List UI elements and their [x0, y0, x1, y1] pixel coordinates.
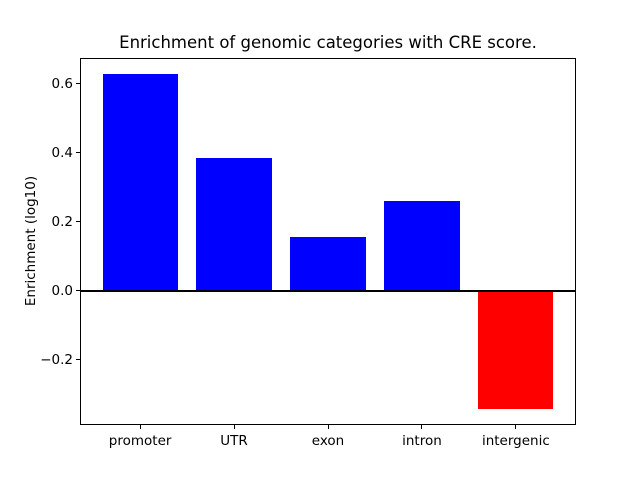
x-tick-label-exon: exon — [311, 433, 345, 449]
x-tick-label-UTR: UTR — [220, 433, 248, 449]
x-tick-label-promoter: promoter — [108, 433, 172, 449]
x-tick-mark — [233, 425, 235, 429]
x-tick-mark — [515, 425, 517, 429]
plot-area — [80, 58, 576, 425]
y-tick-mark — [76, 290, 80, 292]
x-tick-label-intergenic: intergenic — [481, 433, 550, 449]
bar-intergenic — [478, 290, 554, 410]
y-tick-mark — [76, 83, 80, 85]
x-tick-mark — [139, 425, 141, 429]
bar-exon — [290, 236, 366, 291]
y-tick-mark — [76, 359, 80, 361]
y-axis-label: Enrichment (log10) — [23, 175, 39, 307]
x-tick-mark — [421, 425, 423, 429]
chart-title: Enrichment of genomic categories with CR… — [119, 33, 537, 52]
y-tick-label: −0.2 — [40, 351, 73, 368]
bar-intron — [384, 200, 460, 291]
y-tick-label: 0.2 — [51, 213, 73, 230]
y-tick-mark — [76, 221, 80, 223]
x-tick-mark — [327, 425, 329, 429]
bar-promoter — [102, 73, 178, 291]
bar-UTR — [196, 157, 272, 291]
y-tick-label: 0.4 — [51, 144, 73, 161]
y-tick-label: 0.6 — [51, 75, 73, 92]
zero-line — [80, 289, 576, 292]
y-tick-label: 0.0 — [51, 282, 73, 299]
y-tick-mark — [76, 152, 80, 154]
x-tick-label-intron: intron — [402, 433, 442, 449]
